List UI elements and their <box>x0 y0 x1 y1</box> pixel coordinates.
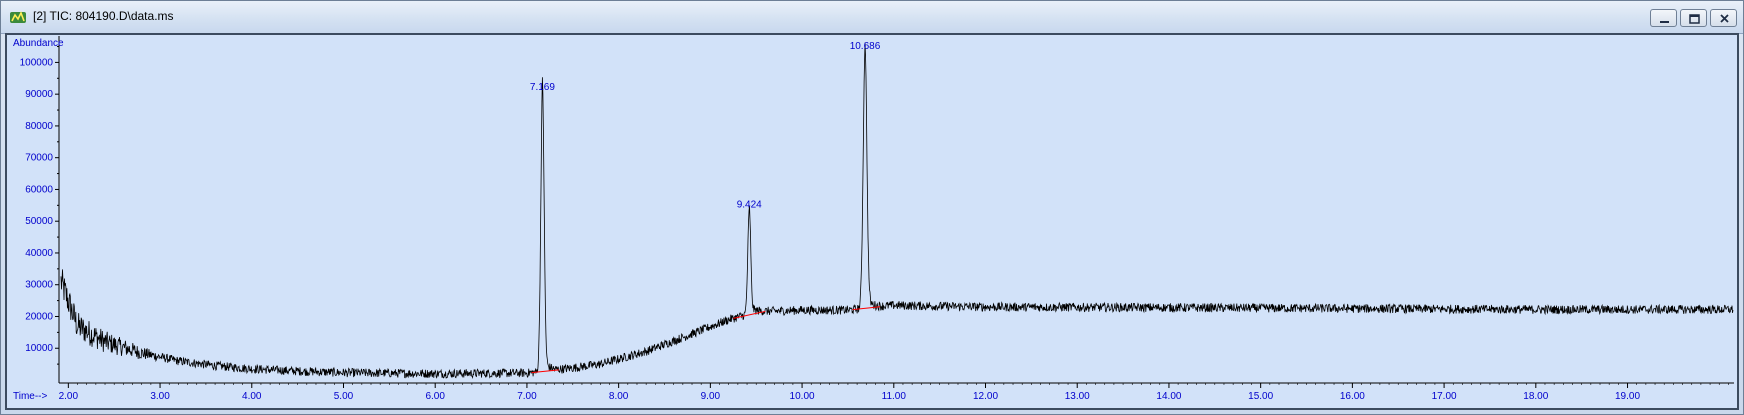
y-tick-label: 90000 <box>25 89 53 100</box>
integration-baseline <box>531 369 560 374</box>
x-tick-label: 7.00 <box>517 391 537 402</box>
close-button[interactable] <box>1710 9 1737 27</box>
peak-label[interactable]: 9.424 <box>737 200 762 211</box>
restore-icon <box>1689 14 1700 24</box>
x-tick-label: 8.00 <box>609 391 629 402</box>
minimize-button[interactable] <box>1650 9 1677 27</box>
x-tick-label: 10.00 <box>790 391 815 402</box>
x-tick-label: 4.00 <box>242 391 262 402</box>
y-tick-label: 70000 <box>25 153 53 164</box>
close-icon <box>1720 14 1729 23</box>
chromatogram-plot-area[interactable]: 10000 20000 30000 40000 50000 60000 70000 80000… <box>5 33 1739 410</box>
tic-trace-line <box>60 42 1734 380</box>
integration-baseline <box>852 306 881 311</box>
y-tick-label: 60000 <box>25 184 53 195</box>
x-tick-label: 11.00 <box>882 391 907 402</box>
x-tick-label: 5.00 <box>334 391 354 402</box>
x-tick-label: 6.00 <box>425 391 445 402</box>
x-axis-title: Time--> <box>13 391 48 402</box>
restore-button[interactable] <box>1680 9 1707 27</box>
y-tick-label: 50000 <box>25 216 53 227</box>
title-bar[interactable]: [2] TIC: 804190.D\data.ms <box>1 1 1743 34</box>
chemstation-icon <box>10 11 26 23</box>
peak-label[interactable]: 10.686 <box>850 41 881 52</box>
integration-baseline <box>733 310 766 319</box>
y-axis-title: Abundance <box>13 38 64 49</box>
minimize-icon <box>1660 21 1669 23</box>
peak-label[interactable]: 7.169 <box>530 82 555 93</box>
x-tick-label: 2.00 <box>59 391 79 402</box>
chromatogram-chart[interactable]: 10000 20000 30000 40000 50000 60000 70000 80000… <box>7 35 1737 408</box>
x-tick-label: 12.00 <box>973 391 998 402</box>
y-tick-label: 100000 <box>20 57 54 68</box>
x-tick-label: 9.00 <box>701 391 721 402</box>
window-title: [2] TIC: 804190.D\data.ms <box>33 9 174 23</box>
y-tick-label: 30000 <box>25 280 53 291</box>
y-tick-label: 20000 <box>25 311 53 322</box>
x-tick-label: 19.00 <box>1615 391 1640 402</box>
x-tick-label: 18.00 <box>1523 391 1548 402</box>
y-tick-label: 40000 <box>25 248 53 259</box>
y-tick-label: 80000 <box>25 121 53 132</box>
x-tick-label: 17.00 <box>1432 391 1457 402</box>
x-tick-label: 16.00 <box>1340 391 1365 402</box>
x-tick-label: 14.00 <box>1156 391 1181 402</box>
x-tick-label: 3.00 <box>150 391 170 402</box>
y-tick-label: 10000 <box>25 343 53 354</box>
x-tick-label: 13.00 <box>1065 391 1090 402</box>
x-tick-label: 15.00 <box>1248 391 1273 402</box>
